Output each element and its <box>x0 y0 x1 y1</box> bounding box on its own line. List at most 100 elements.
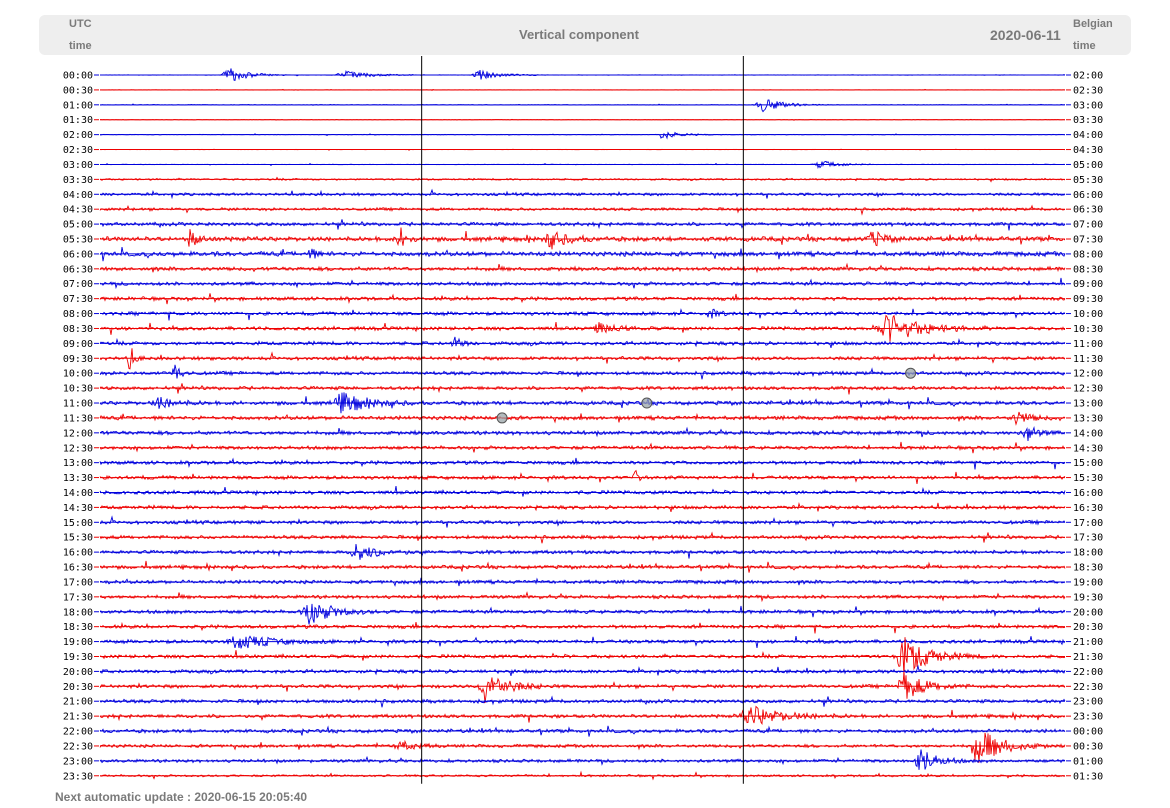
local-tick-label: 04:00 <box>1073 130 1103 141</box>
local-tick-label: 07:00 <box>1073 220 1103 231</box>
utc-tick-label: 09:30 <box>63 354 93 365</box>
local-tick-label: 16:30 <box>1073 503 1103 514</box>
local-tick-label: 17:00 <box>1073 518 1103 529</box>
seismic-trace <box>99 227 1066 250</box>
event-marker[interactable] <box>905 367 917 379</box>
utc-time-label: time <box>69 40 92 52</box>
utc-tick-label: 16:00 <box>63 548 93 559</box>
seismic-trace <box>99 695 1066 708</box>
local-tick-label: 08:00 <box>1073 249 1103 260</box>
local-tick-label: 08:30 <box>1073 264 1103 275</box>
local-tick-label: 18:00 <box>1073 548 1103 559</box>
local-tick-label: 15:30 <box>1073 473 1103 484</box>
utc-tick-label: 09:00 <box>63 339 93 350</box>
seismic-trace <box>99 531 1066 544</box>
seismic-trace <box>100 131 1066 140</box>
seismic-trace <box>99 348 1066 370</box>
utc-tick-label: 08:30 <box>63 324 93 335</box>
utc-tick-label: 15:00 <box>63 518 93 529</box>
local-tick-label: 18:30 <box>1073 563 1103 574</box>
utc-tick-label: 23:00 <box>63 756 93 767</box>
local-tick-label: 00:00 <box>1073 727 1103 738</box>
utc-tick-label: 22:30 <box>63 741 93 752</box>
utc-tick-label: 14:30 <box>63 503 93 514</box>
local-tick-label: 02:00 <box>1073 71 1103 82</box>
local-tick-label: 03:00 <box>1073 100 1103 111</box>
local-tick-label: 19:30 <box>1073 592 1103 603</box>
utc-tick-label: 12:00 <box>63 428 93 439</box>
seismic-trace <box>99 219 1066 231</box>
seismic-trace <box>99 425 1066 442</box>
local-tick-label: 03:30 <box>1073 115 1103 126</box>
local-tick-label: 09:30 <box>1073 294 1103 305</box>
utc-tick-label: 11:00 <box>63 399 93 410</box>
utc-tick-label: 20:30 <box>63 682 93 693</box>
utc-tick-label: 07:00 <box>63 279 93 290</box>
utc-tick-label: 15:30 <box>63 533 93 544</box>
utc-tick-label: 23:30 <box>63 771 93 782</box>
event-marker[interactable] <box>496 412 508 424</box>
header-bar: UTC time Vertical component 2020-06-11 B… <box>39 15 1131 55</box>
seismic-trace <box>99 457 1066 470</box>
utc-tick-label: 17:30 <box>63 592 93 603</box>
local-tick-label: 00:30 <box>1073 741 1103 752</box>
utc-label: UTC <box>69 18 92 30</box>
local-tick-label: 06:30 <box>1073 205 1103 216</box>
utc-tick-label: 13:00 <box>63 458 93 469</box>
local-tick-label: 14:30 <box>1073 443 1103 454</box>
utc-tick-label: 01:00 <box>63 100 93 111</box>
utc-tick-label: 00:00 <box>63 71 93 82</box>
utc-tick-label: 10:30 <box>63 384 93 395</box>
utc-tick-label: 02:00 <box>63 130 93 141</box>
seismic-trace <box>99 204 1066 216</box>
utc-tick-label: 03:30 <box>63 175 93 186</box>
utc-tick-label: 04:30 <box>63 205 93 216</box>
seismic-trace <box>99 621 1066 634</box>
utc-tick-label: 10:00 <box>63 369 93 380</box>
utc-tick-label: 05:00 <box>63 220 93 231</box>
local-tick-label: 04:30 <box>1073 145 1103 156</box>
utc-tick-label: 16:30 <box>63 563 93 574</box>
event-marker[interactable] <box>641 397 653 409</box>
local-tick-label: 10:30 <box>1073 324 1103 335</box>
seismic-trace <box>99 262 1066 274</box>
local-tick-label: 07:30 <box>1073 235 1103 246</box>
local-tick-label: 10:00 <box>1073 309 1103 320</box>
utc-tick-label: 18:30 <box>63 622 93 633</box>
utc-tick-label: 19:30 <box>63 652 93 663</box>
seismic-trace <box>99 364 1066 380</box>
utc-tick-label: 00:30 <box>63 85 93 96</box>
local-tick-label: 14:00 <box>1073 428 1103 439</box>
seismic-trace <box>99 277 1066 290</box>
utc-tick-label: 12:30 <box>63 443 93 454</box>
local-tick-label: 23:00 <box>1073 697 1103 708</box>
utc-tick-label: 07:30 <box>63 294 93 305</box>
seismic-trace <box>100 68 1066 81</box>
utc-tick-label: 19:00 <box>63 637 93 648</box>
seismic-trace <box>99 705 1066 725</box>
utc-tick-label: 01:30 <box>63 115 93 126</box>
seismic-trace <box>100 99 1065 113</box>
utc-tick-label: 03:00 <box>63 160 93 171</box>
local-tick-label: 21:30 <box>1073 652 1103 663</box>
local-tick-label: 20:30 <box>1073 622 1103 633</box>
local-tick-label: 21:00 <box>1073 637 1103 648</box>
local-tick-label: 06:00 <box>1073 190 1103 201</box>
utc-tick-label: 21:30 <box>63 712 93 723</box>
utc-tick-label: 17:00 <box>63 577 93 588</box>
seismic-trace <box>99 635 1066 649</box>
chart-title: Vertical component <box>519 27 639 42</box>
utc-tick-label: 21:00 <box>63 697 93 708</box>
local-tick-label: 11:00 <box>1073 339 1103 350</box>
seismic-trace <box>99 671 1066 703</box>
seismic-trace <box>99 293 1066 305</box>
utc-tick-label: 05:30 <box>63 235 93 246</box>
utc-tick-label: 11:30 <box>63 413 93 424</box>
local-tick-label: 11:30 <box>1073 354 1103 365</box>
belgian-time-label: time <box>1073 40 1096 52</box>
local-tick-label: 22:30 <box>1073 682 1103 693</box>
local-tick-label: 01:30 <box>1073 771 1103 782</box>
utc-tick-label: 06:30 <box>63 264 93 275</box>
local-tick-label: 16:00 <box>1073 488 1103 499</box>
